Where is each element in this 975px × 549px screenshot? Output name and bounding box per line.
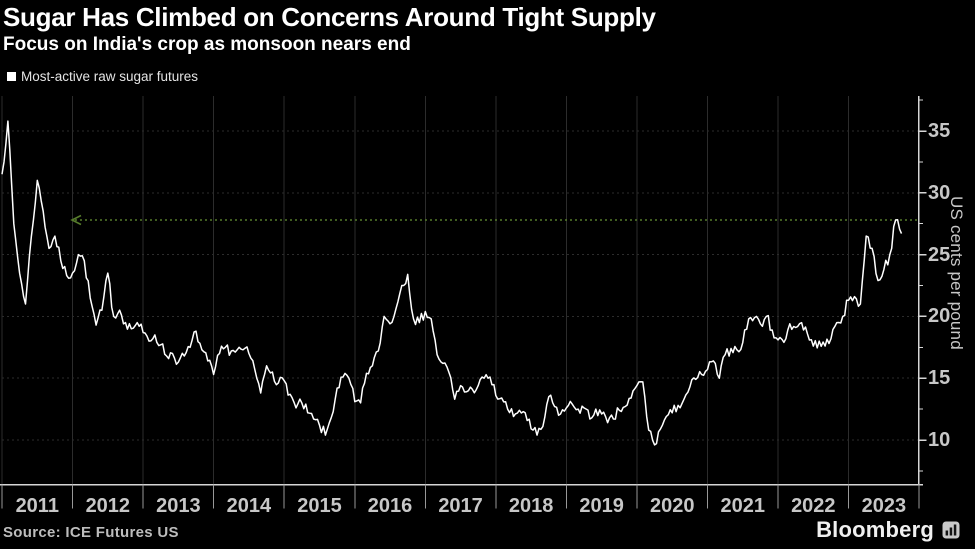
x-tick-label: 2014 [226, 495, 272, 517]
y-tick-label: 35 [928, 120, 951, 142]
legend-label: Most-active raw sugar futures [21, 69, 199, 84]
y-tick-label: 25 [928, 243, 951, 266]
bloomberg-branding: Bloomberg [816, 517, 960, 543]
chart-title: Sugar Has Climbed on Concerns Around Tig… [3, 2, 656, 32]
y-tick-label: 10 [928, 429, 951, 451]
left-arrow-head-icon [70, 214, 82, 226]
y-tick-label: 15 [928, 367, 951, 390]
x-tick-label: 2019 [579, 495, 624, 517]
x-tick-label: 2023 [861, 495, 907, 517]
y-tick-label: 30 [928, 181, 951, 204]
y-tick-label: 20 [928, 305, 951, 328]
x-tick-label: 2022 [791, 495, 836, 517]
x-tick-label: 2016 [367, 495, 413, 517]
y-axis-title: US cents per pound [947, 196, 966, 350]
x-tick-label: 2017 [438, 495, 483, 517]
legend: Most-active raw sugar futures [7, 69, 198, 84]
bloomberg-logo-icon [942, 521, 960, 539]
x-tick-label: 2020 [649, 495, 695, 517]
x-tick-label: 2021 [720, 495, 766, 517]
x-tick-label: 2012 [85, 495, 131, 517]
bloomberg-logo: Bloomberg [816, 517, 934, 542]
x-tick-label: 2015 [297, 495, 342, 517]
source-label: Source: ICE Futures US [3, 524, 179, 541]
legend-swatch-icon [7, 72, 16, 81]
x-tick-label: 2013 [156, 495, 201, 517]
chart-subtitle: Focus on India's crop as monsoon nears e… [3, 34, 411, 55]
x-tick-label: 2011 [15, 495, 59, 517]
x-tick-label: 2018 [508, 495, 554, 517]
sugar-futures-price-line [1, 120, 903, 446]
